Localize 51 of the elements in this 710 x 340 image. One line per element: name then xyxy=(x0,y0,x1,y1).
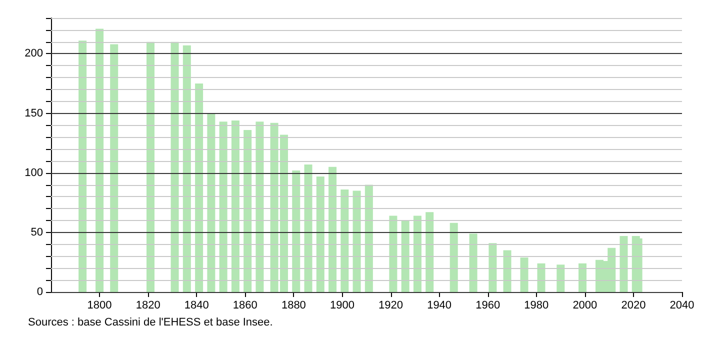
bar xyxy=(195,84,204,292)
x-tick-label: 2000 xyxy=(572,300,598,312)
x-tick-label: 1940 xyxy=(427,300,452,312)
bar xyxy=(520,257,528,292)
bar xyxy=(146,42,155,292)
bar xyxy=(578,263,586,292)
y-tick-label: 50 xyxy=(30,226,43,238)
x-tick-label: 1920 xyxy=(378,300,404,312)
x-tick-label: 1880 xyxy=(281,300,306,312)
x-tick-label: 1900 xyxy=(330,300,354,312)
bar xyxy=(503,250,512,292)
bar xyxy=(426,212,434,292)
bar xyxy=(292,170,300,292)
x-tick-label: 1840 xyxy=(184,300,209,312)
bar xyxy=(620,236,628,292)
bar xyxy=(256,122,264,292)
y-tick-label: 200 xyxy=(24,48,43,60)
bar xyxy=(78,40,87,292)
bar xyxy=(96,28,104,292)
source-note: Sources : base Cassini de l'EHESS et base Insee. xyxy=(28,316,273,328)
bar xyxy=(340,190,349,292)
bar xyxy=(352,190,361,292)
bar xyxy=(219,122,228,292)
x-tick-label: 2040 xyxy=(670,300,694,312)
bar xyxy=(413,216,422,292)
bar xyxy=(469,234,478,292)
bar xyxy=(304,164,312,292)
bar xyxy=(316,176,324,292)
x-tick-label: 1980 xyxy=(524,300,549,312)
y-tick-label: 150 xyxy=(24,107,43,120)
bar xyxy=(231,120,240,292)
bar xyxy=(110,44,118,292)
bar xyxy=(207,113,216,292)
bar xyxy=(389,216,398,292)
bar xyxy=(170,42,179,292)
bar xyxy=(401,220,410,292)
y-tick-label: 0 xyxy=(36,286,43,298)
x-tick-label: 2020 xyxy=(621,300,646,312)
bar xyxy=(244,130,252,292)
bar xyxy=(182,45,191,292)
bar xyxy=(364,184,373,292)
x-tick-label: 1860 xyxy=(232,300,258,312)
x-tick-label: 1800 xyxy=(87,300,112,312)
bar xyxy=(450,222,458,292)
bar xyxy=(537,263,546,292)
bar xyxy=(328,166,337,292)
y-tick-label: 100 xyxy=(24,166,43,179)
x-tick-label: 1820 xyxy=(136,300,160,312)
bar xyxy=(488,243,497,292)
bar xyxy=(556,264,565,292)
x-tick-label: 1960 xyxy=(476,300,500,312)
